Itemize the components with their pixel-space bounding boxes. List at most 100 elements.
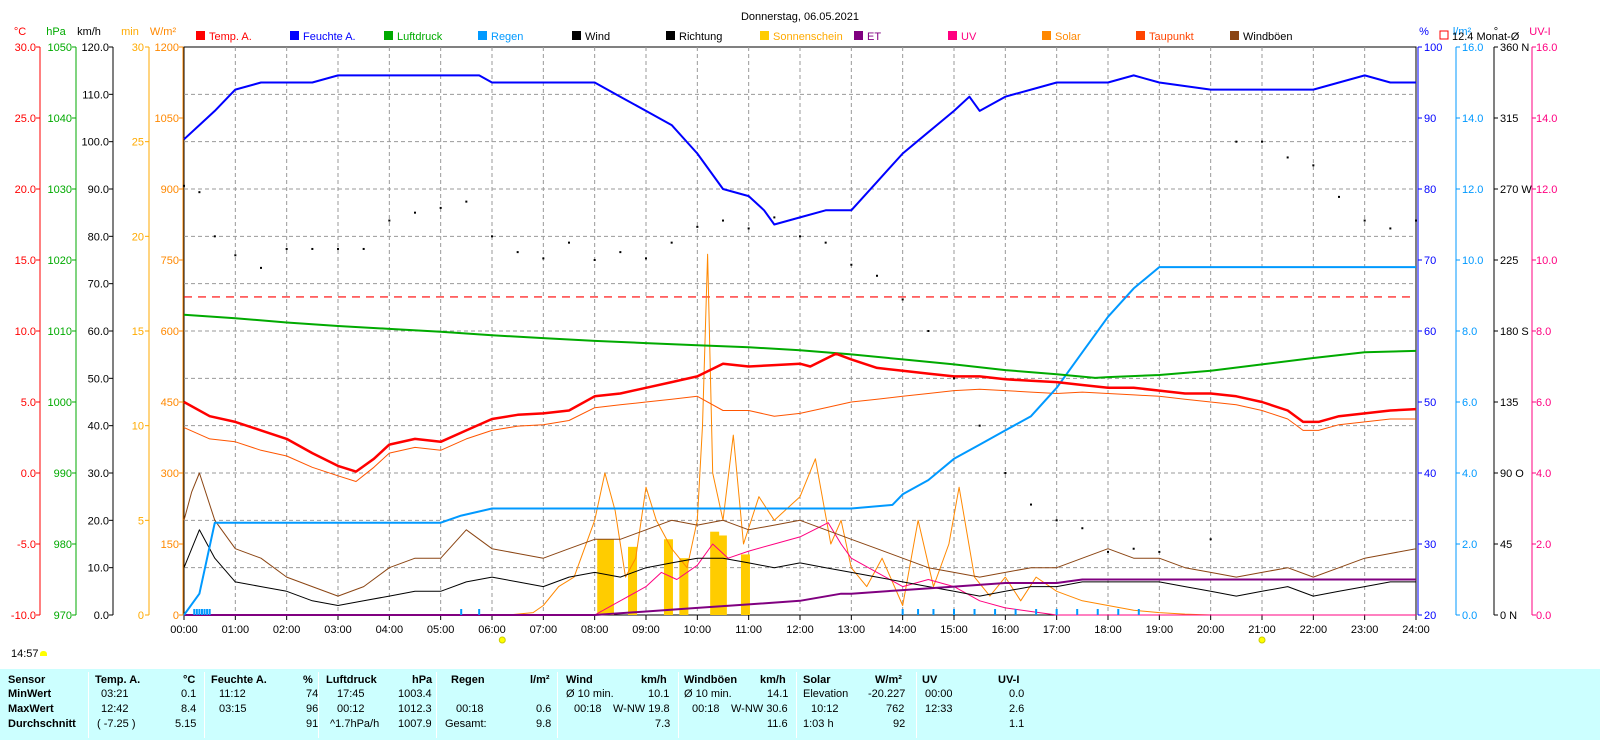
legend-swatch: [948, 31, 957, 40]
direction-point: [670, 241, 673, 244]
stats-avg-press-value: 1007.9: [398, 718, 432, 730]
direction-point: [1209, 538, 1212, 541]
stats-max-gust-time: 00:18: [692, 703, 720, 715]
legend-swatch: [666, 31, 675, 40]
rain-axis-tick-label: 10.0: [1462, 255, 1483, 267]
direction-point: [645, 257, 647, 260]
legend-swatch: [572, 31, 581, 40]
x-tick-label: 13:00: [838, 624, 866, 636]
rain-intensity-tick: [208, 609, 211, 615]
x-tick-label: 00:00: [170, 624, 198, 636]
stats-header-uv: UV: [922, 674, 938, 686]
sunshine-bar: [717, 535, 727, 615]
stats-header-gust: Windböen: [684, 674, 738, 686]
x-tick-label: 24:00: [1402, 624, 1430, 636]
pressure-axis-tick-label: 1050: [48, 42, 72, 54]
direction-axis-tick-label: 315: [1500, 113, 1518, 125]
sunshine-axis-unit-label: min: [121, 26, 139, 38]
direction-axis-unit-label: °: [1494, 26, 1498, 38]
humidity-axis-tick-label: 70: [1424, 255, 1436, 267]
stats-min-solar-value: -20.227: [868, 688, 906, 700]
direction-axis-tick-label: 90 O: [1500, 468, 1524, 480]
x-tick-label: 08:00: [581, 624, 609, 636]
rain-axis-tick-label: 16.0: [1462, 42, 1483, 54]
direction-axis-tick-label: 135: [1500, 397, 1518, 409]
solar-axis-tick-label: 150: [161, 539, 179, 551]
stats-max-press-time: 00:12: [337, 703, 365, 715]
stats-max-uv-value: 2.6: [1009, 703, 1025, 715]
sunshine-axis-tick-label: 20: [132, 231, 144, 243]
direction-point: [213, 235, 216, 238]
pressure-axis-tick-label: 1040: [48, 113, 72, 125]
rain-intensity-tick: [198, 609, 201, 615]
stats-rain-total-label: Gesamt:: [445, 718, 487, 730]
direction-point: [978, 424, 981, 427]
sunshine-axis-tick-label: 5: [138, 515, 144, 527]
stats-max-wind-value: W-NW 19.8: [613, 703, 670, 715]
direction-point: [388, 219, 391, 222]
x-tick-label: 02:00: [273, 624, 301, 636]
rain-intensity-tick: [206, 609, 209, 615]
stats-min-temp-time: 03:21: [101, 688, 129, 700]
sunshine-bar: [597, 539, 607, 615]
direction-point: [260, 266, 262, 269]
direction-point: [1004, 472, 1007, 474]
uv-axis-tick-label: 4.0: [1536, 468, 1551, 480]
sunshine-axis-tick-label: 10: [132, 421, 144, 433]
series-line-wind: [183, 529, 1416, 606]
stats-max-wind-time: 00:18: [574, 703, 602, 715]
x-tick-label: 07:00: [530, 624, 558, 636]
direction-axis-tick-label: 180 S: [1500, 326, 1529, 338]
solar-axis-tick-label: 1200: [155, 42, 179, 54]
stats-header-press-unit: hPa: [412, 674, 433, 686]
stats-header-gust-unit: km/h: [760, 674, 786, 686]
wind-axis-tick-label: 80.0: [88, 231, 109, 243]
pressure-axis-tick-label: 970: [54, 610, 72, 622]
rain-intensity-tick: [1035, 609, 1038, 615]
direction-point: [773, 216, 776, 219]
direction-axis-tick-label: 0 N: [1500, 610, 1517, 622]
rain-intensity-tick: [953, 609, 955, 615]
rain-intensity-tick: [994, 609, 997, 615]
direction-point: [234, 254, 237, 257]
stats-max-solar-time: 10:12: [811, 703, 839, 715]
legend-label: Wind: [585, 31, 610, 43]
series-line-temp-a: [183, 352, 1417, 473]
stats-header-rain: Regen: [451, 674, 485, 686]
direction-point: [337, 247, 339, 250]
stats-header-solar: Solar: [803, 674, 831, 686]
pressure-axis-tick-label: 1030: [48, 184, 72, 196]
direction-point: [1132, 547, 1135, 550]
stats-header-temp: Temp. A.: [95, 674, 141, 686]
direction-point: [183, 184, 185, 187]
rain-axis-tick-label: 8.0: [1462, 326, 1477, 338]
x-tick-label: 20:00: [1197, 624, 1225, 636]
stats-header-hum: Feuchte A.: [211, 674, 267, 686]
x-tick-label: 01:00: [222, 624, 250, 636]
uv-axis-tick-label: 0.0: [1536, 610, 1551, 622]
sunshine-bar: [663, 539, 673, 615]
temp-axis-tick-label: 10.0: [15, 326, 36, 338]
stats-min-uv-value: 0.0: [1009, 688, 1025, 700]
stats-max-hum-value: 96: [306, 703, 319, 715]
legend-swatch: [290, 31, 299, 40]
wind-axis-tick-label: 40.0: [88, 421, 109, 433]
wind-axis-tick-label: 100.0: [81, 137, 109, 149]
temp-axis-tick-label: 15.0: [15, 255, 36, 267]
temp-axis-tick-label: 25.0: [15, 113, 36, 125]
rain-intensity-tick: [200, 609, 203, 615]
rain-intensity-tick: [917, 609, 920, 615]
humidity-axis-unit-label: %: [1419, 26, 1429, 38]
uv-axis-unit-label: UV-I: [1529, 26, 1550, 38]
pressure-axis-tick-label: 1000: [48, 397, 72, 409]
direction-point: [824, 241, 827, 244]
temp-axis-tick-label: 0.0: [21, 468, 36, 480]
legend-label: Sonnenschein: [773, 31, 843, 43]
stats-header-rain-unit: l/m²: [530, 674, 550, 686]
direction-point: [1158, 550, 1161, 553]
pressure-axis-unit-label: hPa: [46, 26, 66, 38]
pressure-axis-tick-label: 1020: [48, 255, 72, 267]
sunshine-bar: [740, 554, 750, 615]
x-tick-label: 11:00: [735, 624, 762, 636]
stats-min-hum-time: 11:12: [219, 688, 246, 700]
